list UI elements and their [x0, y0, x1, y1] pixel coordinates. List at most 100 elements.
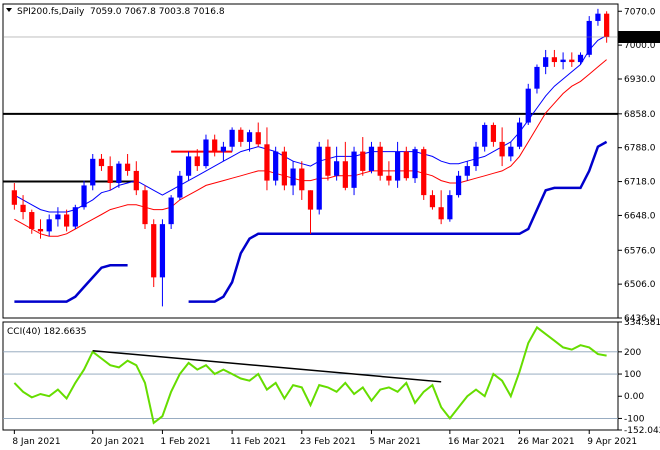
- candle-body: [455, 175, 462, 196]
- candle-body: [29, 212, 35, 229]
- candle-body: [499, 141, 505, 157]
- cci-title: CCI(40) 182.6635: [7, 327, 87, 337]
- candle-body: [64, 214, 70, 227]
- candle-body: [299, 168, 305, 191]
- candle-body: [508, 146, 514, 157]
- candle-body: [551, 57, 557, 63]
- candle-body: [569, 59, 575, 63]
- candle-body: [81, 185, 87, 208]
- candle-body: [543, 57, 549, 67]
- candle-body: [516, 122, 523, 147]
- cci-y-tick-label: 0.00: [624, 392, 644, 402]
- x-tick-label: 23 Feb 2021: [300, 437, 356, 447]
- candle-body: [429, 195, 436, 208]
- price-y-tick-label: 7070.0: [624, 7, 656, 17]
- cci-y-tick-label: 100: [624, 370, 641, 380]
- price-y-tick-label: 6930.0: [624, 75, 656, 85]
- candle-body: [220, 146, 227, 152]
- price-y-tick-label: 7000.0: [624, 41, 656, 51]
- price-y-tick-label: 6788.0: [624, 144, 656, 154]
- candle-body: [151, 224, 157, 278]
- candle-body: [525, 88, 531, 123]
- candle-body: [168, 197, 174, 225]
- candle-body: [203, 139, 209, 167]
- candle-body: [72, 207, 78, 227]
- candle-body: [37, 228, 44, 232]
- moving-average-line: [14, 59, 607, 237]
- candle-body: [238, 129, 244, 142]
- cci-trendline: [92, 349, 442, 383]
- candle-body: [212, 139, 218, 152]
- candle-body: [124, 163, 131, 171]
- candle-body: [177, 175, 183, 198]
- x-tick-label: 20 Jan 2021: [91, 437, 145, 447]
- cci-line: [13, 325, 607, 425]
- candle-body: [273, 151, 279, 181]
- moving-average-line: [14, 34, 607, 213]
- candle-body: [55, 214, 61, 220]
- candle-body: [368, 146, 375, 171]
- price-y-tick-label: 6576.0: [624, 246, 656, 256]
- candle-body: [394, 151, 401, 181]
- candle-body: [229, 129, 235, 147]
- x-tick-label: 16 Mar 2021: [448, 437, 505, 447]
- cci-y-tick-label: 334.3816: [624, 318, 660, 328]
- candle-body: [386, 175, 392, 181]
- ohlc-header: 7059.0 7067.8 7003.8 7016.8: [90, 7, 225, 17]
- candle-body: [325, 146, 331, 176]
- cci-y-tick-label: -152.042: [624, 426, 660, 436]
- candle-body: [412, 149, 418, 179]
- candle-body: [421, 149, 427, 196]
- candle-body: [604, 13, 610, 37]
- candle-body: [246, 132, 253, 142]
- price-y-tick-label: 6858.0: [624, 110, 656, 120]
- candle-body: [586, 20, 592, 55]
- x-tick-label: 8 Jan 2021: [12, 437, 60, 447]
- price-y-tick-label: 6436.0: [624, 314, 656, 324]
- candle-body: [133, 170, 139, 191]
- candle-body: [447, 195, 453, 220]
- cci-y-tick-label: 200: [624, 348, 641, 358]
- candle-body: [482, 124, 488, 147]
- dropdown-icon: [6, 8, 12, 12]
- x-tick-label: 9 Apr 2021: [587, 437, 637, 447]
- candle-body: [264, 144, 270, 181]
- x-tick-label: 11 Feb 2021: [230, 437, 286, 447]
- cci-y-tick-label: -100: [624, 414, 645, 424]
- candle-body: [255, 132, 261, 145]
- candle-body: [377, 146, 383, 176]
- candle-body: [11, 190, 17, 205]
- candle-body: [90, 158, 96, 186]
- chart-symbol-title: SPI200.fs,Daily: [17, 7, 85, 17]
- candle-body: [281, 151, 287, 186]
- candle-body: [185, 156, 192, 176]
- cci-panel-frame: [2, 321, 619, 431]
- price-panel-frame: [2, 3, 619, 319]
- price-y-tick-label: 6648.0: [624, 211, 656, 221]
- x-tick-label: 26 Mar 2021: [518, 437, 575, 447]
- price-y-tick-label: 6506.0: [624, 280, 656, 290]
- candle-body: [438, 207, 444, 220]
- last-price-tag: [618, 30, 660, 43]
- x-tick-label: 1 Feb 2021: [160, 437, 210, 447]
- candle-body: [307, 190, 314, 210]
- candle-body: [107, 166, 113, 184]
- candle-body: [473, 146, 479, 167]
- candle-body: [560, 59, 566, 63]
- channel-line: [14, 140, 608, 303]
- candle-body: [490, 124, 497, 142]
- candle-body: [342, 161, 348, 188]
- candle-body: [534, 66, 540, 89]
- candle-body: [290, 168, 296, 186]
- candle-body: [142, 190, 148, 225]
- candle-body: [98, 158, 105, 167]
- price-y-tick-label: 6718.0: [624, 178, 656, 188]
- candle-body: [464, 166, 470, 176]
- x-tick-label: 5 Mar 2021: [369, 437, 420, 447]
- candle-body: [116, 163, 122, 184]
- candle-body: [20, 204, 26, 213]
- candle-body: [316, 146, 322, 210]
- candle-body: [194, 156, 200, 167]
- candle-body: [403, 151, 409, 179]
- candle-body: [334, 161, 340, 176]
